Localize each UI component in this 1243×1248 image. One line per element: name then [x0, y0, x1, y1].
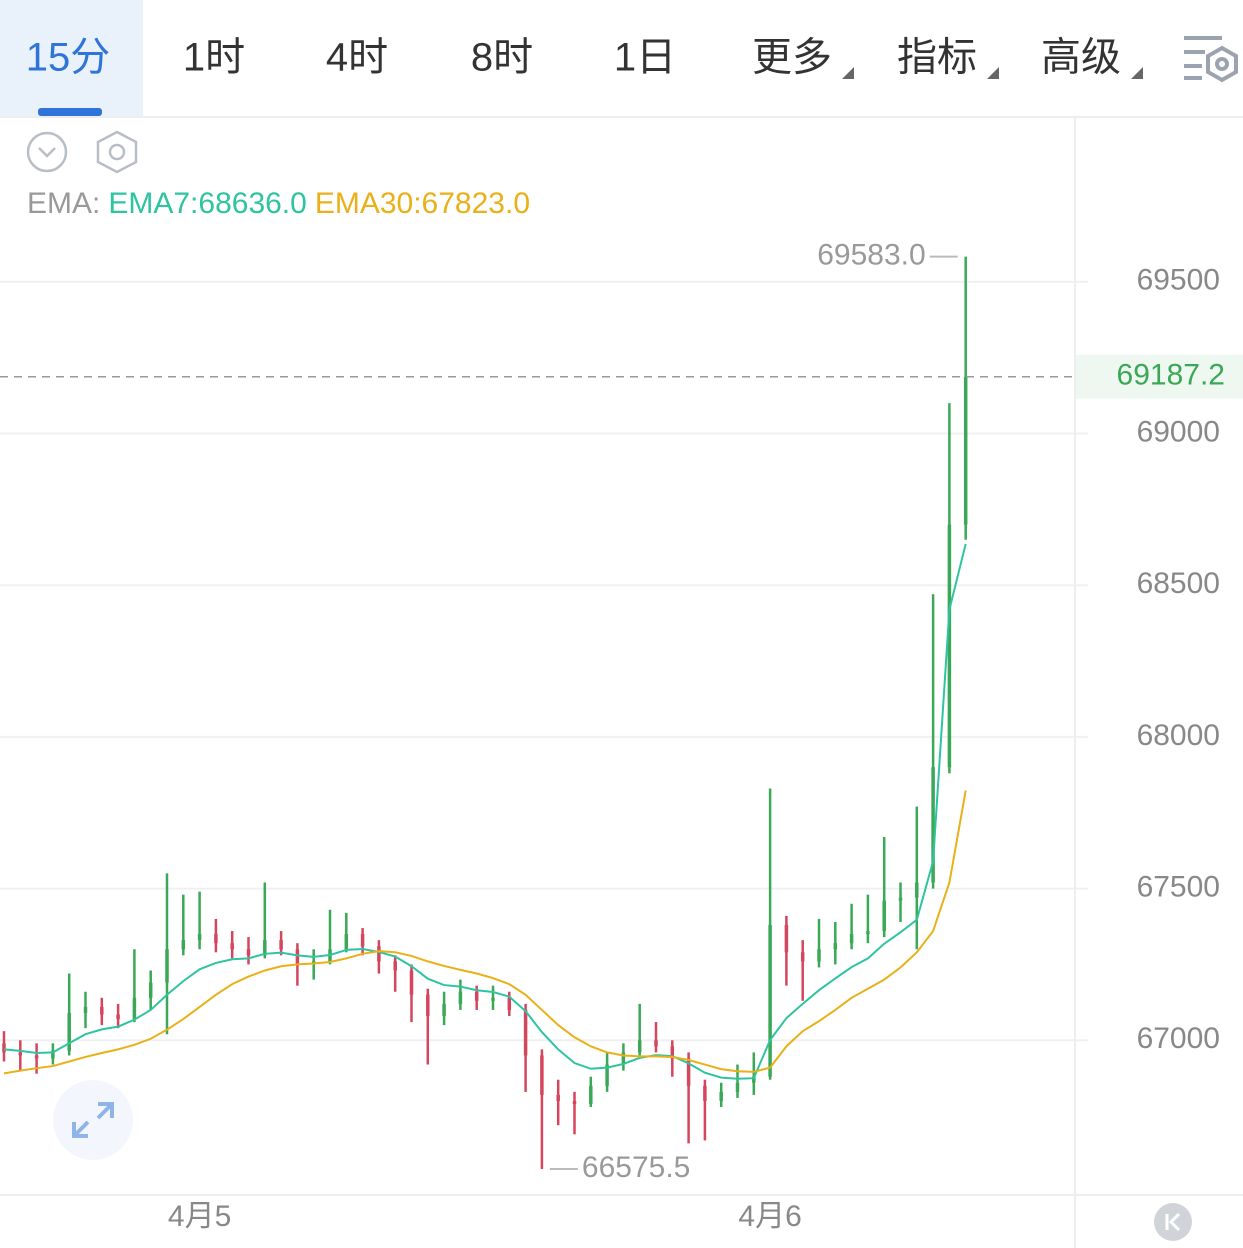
candle-body [295, 949, 300, 965]
candle-body [442, 1003, 446, 1017]
current-price-label: 69187.2 [1117, 359, 1225, 392]
candle-body [377, 946, 381, 962]
expand-button[interactable] [53, 1080, 133, 1160]
candle-body [214, 934, 218, 944]
active-tab-indicator [38, 108, 102, 116]
y-tick-label: 67500 [1137, 871, 1220, 904]
high-label: 69583.0 [817, 239, 925, 272]
tab[interactable]: 高级 [1041, 36, 1121, 80]
ema-line [3, 543, 967, 1080]
candle-body [197, 934, 202, 941]
tab[interactable]: 8时 [471, 36, 533, 80]
candle-body [915, 882, 919, 898]
candle-body [963, 376, 968, 525]
candle-body [507, 997, 512, 1010]
candle-body [556, 1094, 560, 1101]
candle-body [100, 1006, 104, 1015]
candle-body [817, 949, 821, 962]
legend-entry: EMA30:67823.0 [315, 187, 530, 220]
tab[interactable]: 1日 [614, 36, 676, 80]
candle-body [523, 1009, 528, 1056]
candle-body [458, 991, 463, 1004]
y-tick-label: 69500 [1137, 264, 1220, 297]
candle-body [931, 767, 935, 883]
candle-body [2, 1043, 6, 1053]
candle-body [246, 949, 251, 956]
indicator-settings-icon[interactable] [96, 130, 138, 174]
indicator-name: EMA: [27, 187, 100, 220]
candle-body [621, 1052, 626, 1065]
candle-body [279, 940, 283, 950]
candle-body [230, 943, 234, 950]
candle-body [735, 1082, 740, 1092]
candle-body [474, 991, 479, 1001]
candle-body [393, 961, 397, 971]
tab[interactable]: 指标 [897, 36, 977, 80]
candle-body [637, 1040, 642, 1053]
tab-menu-caret [987, 67, 999, 79]
candle-body [344, 934, 349, 950]
x-tick-label: 4月5 [168, 1200, 231, 1233]
scroll-to-latest-button[interactable] [1154, 1203, 1192, 1241]
tab-menu-caret [842, 67, 854, 79]
tab-menu-caret [1131, 67, 1143, 79]
tab[interactable]: 4时 [326, 36, 388, 80]
active-tab-bg [0, 0, 143, 116]
current-price-box [1076, 354, 1243, 399]
candle-body [426, 994, 430, 1017]
candle-body [800, 952, 805, 962]
y-tick-label: 69000 [1137, 415, 1220, 448]
candle-body [360, 934, 365, 947]
candle-body [116, 1014, 120, 1020]
candle-body [670, 1046, 675, 1059]
candle-body [148, 982, 153, 998]
indicator-settings-icon-core [108, 143, 126, 161]
candle-body [686, 1058, 691, 1086]
ema-line [3, 790, 967, 1075]
candle-body [589, 1085, 593, 1104]
candle-body [18, 1052, 23, 1056]
indicator-legend: EMA: EMA7:68636.0 EMA30:67823.0 [27, 187, 530, 220]
y-tick-label: 68500 [1137, 567, 1220, 600]
y-tick-label: 67000 [1137, 1022, 1220, 1055]
legend-entry: EMA7:68636.0 [108, 187, 306, 220]
candle-body [898, 897, 903, 901]
candle-body [132, 997, 137, 1020]
candle-body [34, 1055, 39, 1059]
collapse-icon[interactable] [26, 131, 68, 173]
candle-body [947, 524, 952, 768]
candle-body [833, 943, 838, 950]
candle-body [784, 924, 789, 953]
tab[interactable]: 更多 [752, 36, 832, 80]
tab[interactable]: 15分 [26, 36, 111, 80]
candle-body [768, 924, 772, 1077]
candle-body [752, 1076, 756, 1083]
candle-body [719, 1091, 723, 1101]
candle-body [572, 1100, 577, 1104]
candle-body [263, 940, 267, 956]
candle-body [866, 931, 870, 935]
candle-body [654, 1040, 658, 1047]
candle-body [703, 1085, 707, 1101]
candle-body [605, 1064, 609, 1086]
low-label: 66575.5 [582, 1151, 690, 1184]
candle-body [882, 900, 886, 932]
candle-body [165, 949, 169, 983]
tab[interactable]: 1时 [183, 36, 245, 80]
candle-body [83, 1006, 88, 1013]
y-tick-label: 68000 [1137, 719, 1220, 752]
candle-body [491, 997, 495, 1001]
x-tick-label: 4月6 [738, 1200, 801, 1233]
candle-body [51, 1050, 55, 1059]
candle-body [849, 934, 854, 944]
settings-icon[interactable] [1184, 36, 1238, 83]
candle-body [181, 940, 186, 950]
candle-body [67, 1012, 71, 1051]
candle-body [540, 1055, 544, 1095]
candle-body [409, 970, 414, 995]
